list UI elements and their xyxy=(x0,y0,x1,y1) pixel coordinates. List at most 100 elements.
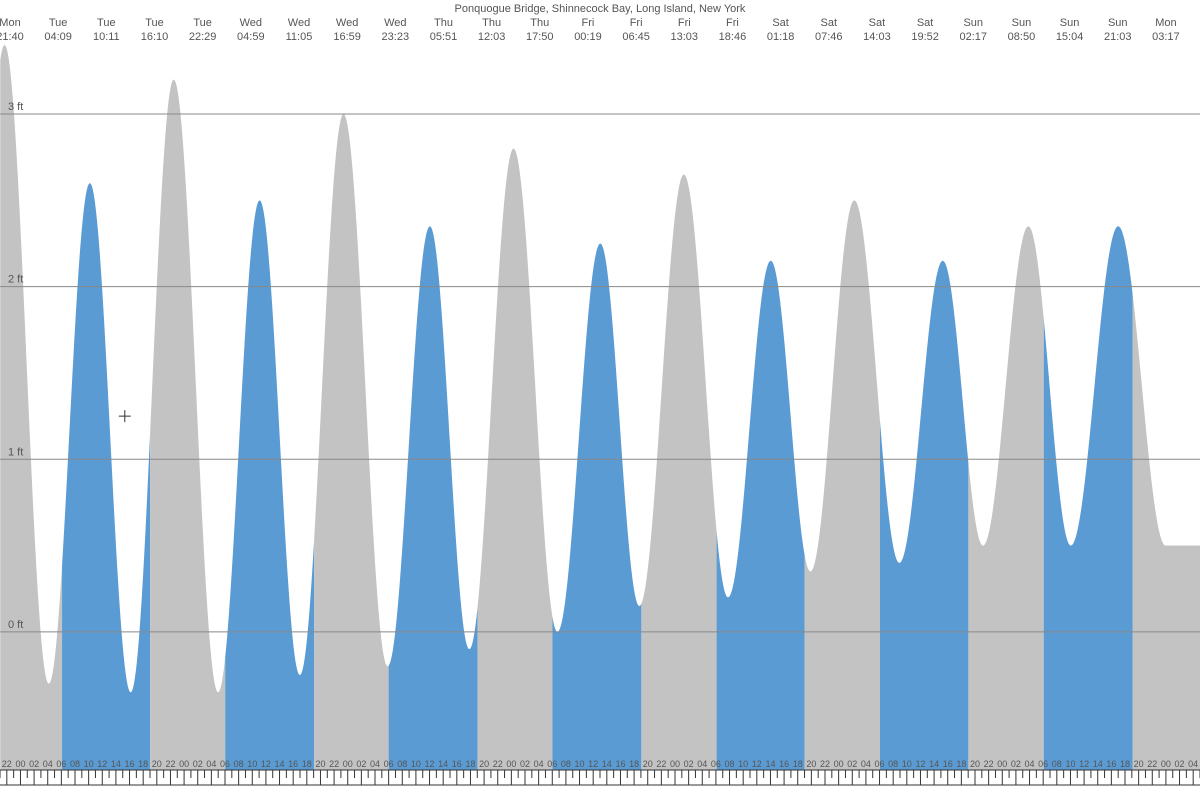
x-tick-label: 00 xyxy=(15,759,25,769)
tide-area-day xyxy=(225,200,314,770)
x-tick-label: 14 xyxy=(602,759,612,769)
x-tick-label: 00 xyxy=(179,759,189,769)
header-day-label: Tue xyxy=(193,17,212,29)
header-day-label: Mon xyxy=(1155,17,1176,29)
y-tick-label: 0 ft xyxy=(8,619,23,631)
x-tick-label: 02 xyxy=(356,759,366,769)
header-day-label: Fri xyxy=(678,17,691,29)
x-tick-label: 02 xyxy=(520,759,530,769)
header-time-label: 06:45 xyxy=(622,31,650,43)
x-tick-label: 08 xyxy=(70,759,80,769)
y-tick-label: 2 ft xyxy=(8,274,23,286)
x-tick-label: 04 xyxy=(697,759,707,769)
tide-area-day xyxy=(1044,226,1133,770)
header-time-label: 15:04 xyxy=(1056,31,1084,43)
x-tick-label: 06 xyxy=(220,759,230,769)
tide-area-day xyxy=(389,226,478,770)
x-tick-label: 04 xyxy=(206,759,216,769)
x-tick-label: 06 xyxy=(56,759,66,769)
header-day-label: Thu xyxy=(530,17,549,29)
header-time-label: 16:59 xyxy=(333,31,361,43)
header-day-label: Thu xyxy=(434,17,453,29)
x-tick-label: 12 xyxy=(752,759,762,769)
header-day-label: Thu xyxy=(482,17,501,29)
tide-area xyxy=(0,45,1200,770)
header-time-label: 22:29 xyxy=(189,31,217,43)
header-day-label: Wed xyxy=(384,17,406,29)
tide-area-day xyxy=(552,244,641,770)
header-day-label: Wed xyxy=(336,17,358,29)
x-tick-label: 00 xyxy=(834,759,844,769)
header-time-label: 23:23 xyxy=(382,31,410,43)
header-day-label: Mon xyxy=(0,17,21,29)
tide-area-day xyxy=(717,261,805,770)
x-tick-label: 20 xyxy=(643,759,653,769)
x-tick-label: 06 xyxy=(711,759,721,769)
header-time-label: 08:50 xyxy=(1008,31,1036,43)
x-tick-label: 20 xyxy=(1134,759,1144,769)
x-tick-label: 14 xyxy=(438,759,448,769)
header-time-label: 11:05 xyxy=(286,31,313,43)
x-tick-label: 16 xyxy=(125,759,135,769)
header-time-label: 03:17 xyxy=(1152,31,1180,43)
x-tick-label: 00 xyxy=(343,759,353,769)
x-tick-label: 12 xyxy=(588,759,598,769)
x-tick-label: 16 xyxy=(1106,759,1116,769)
header-day-label: Sat xyxy=(772,17,789,29)
x-tick-label: 16 xyxy=(452,759,462,769)
x-tick-label: 20 xyxy=(152,759,162,769)
header-day-label: Fri xyxy=(630,17,643,29)
x-tick-label: 14 xyxy=(275,759,285,769)
header-day-label: Sun xyxy=(1060,17,1080,29)
x-tick-label: 02 xyxy=(29,759,39,769)
header-time-label: 17:50 xyxy=(526,31,554,43)
tide-chart: 0 ft1 ft2 ft3 ft220002040608101214161820… xyxy=(0,0,1200,800)
y-tick-label: 3 ft xyxy=(8,101,23,113)
header-day-label: Tue xyxy=(145,17,164,29)
header-day-label: Sat xyxy=(917,17,934,29)
x-tick-label: 00 xyxy=(506,759,516,769)
header-time-label: 05:51 xyxy=(430,31,458,43)
x-tick-label: 12 xyxy=(261,759,271,769)
x-tick-label: 12 xyxy=(915,759,925,769)
header-day-label: Sat xyxy=(869,17,886,29)
x-tick-label: 22 xyxy=(165,759,175,769)
x-tick-label: 04 xyxy=(861,759,871,769)
x-tick-label: 08 xyxy=(561,759,571,769)
header-time-label: 07:46 xyxy=(815,31,843,43)
x-tick-label: 06 xyxy=(547,759,557,769)
x-tick-label: 10 xyxy=(902,759,912,769)
x-tick-label: 14 xyxy=(111,759,121,769)
x-tick-label: 10 xyxy=(411,759,421,769)
tide-area-night xyxy=(314,114,388,770)
x-tick-label: 04 xyxy=(1188,759,1198,769)
x-tick-label: 16 xyxy=(615,759,625,769)
header-day-label: Sun xyxy=(963,17,983,29)
header-day-label: Tue xyxy=(97,17,116,29)
x-tick-label: 06 xyxy=(1038,759,1048,769)
tide-area-night xyxy=(805,200,880,770)
header-time-label: 01:18 xyxy=(767,31,795,43)
x-tick-label: 18 xyxy=(793,759,803,769)
x-tick-label: 12 xyxy=(97,759,107,769)
x-tick-label: 08 xyxy=(234,759,244,769)
x-tick-label: 18 xyxy=(465,759,475,769)
tide-area-day xyxy=(880,261,969,770)
x-tick-label: 12 xyxy=(425,759,435,769)
x-tick-label: 16 xyxy=(779,759,789,769)
x-tick-label: 04 xyxy=(370,759,380,769)
x-tick-label: 10 xyxy=(1065,759,1075,769)
header-day-label: Tue xyxy=(49,17,68,29)
x-tick-label: 22 xyxy=(820,759,830,769)
x-tick-label: 20 xyxy=(479,759,489,769)
x-tick-label: 22 xyxy=(656,759,666,769)
x-tick-label: 10 xyxy=(247,759,257,769)
x-tick-label: 00 xyxy=(997,759,1007,769)
tide-area-night xyxy=(1133,293,1200,770)
x-tick-label: 08 xyxy=(725,759,735,769)
x-tick-label: 16 xyxy=(943,759,953,769)
header-time-label: 12:03 xyxy=(478,31,506,43)
header-day-label: Sun xyxy=(1108,17,1128,29)
header-day-label: Fri xyxy=(726,17,739,29)
x-tick-label: 20 xyxy=(970,759,980,769)
